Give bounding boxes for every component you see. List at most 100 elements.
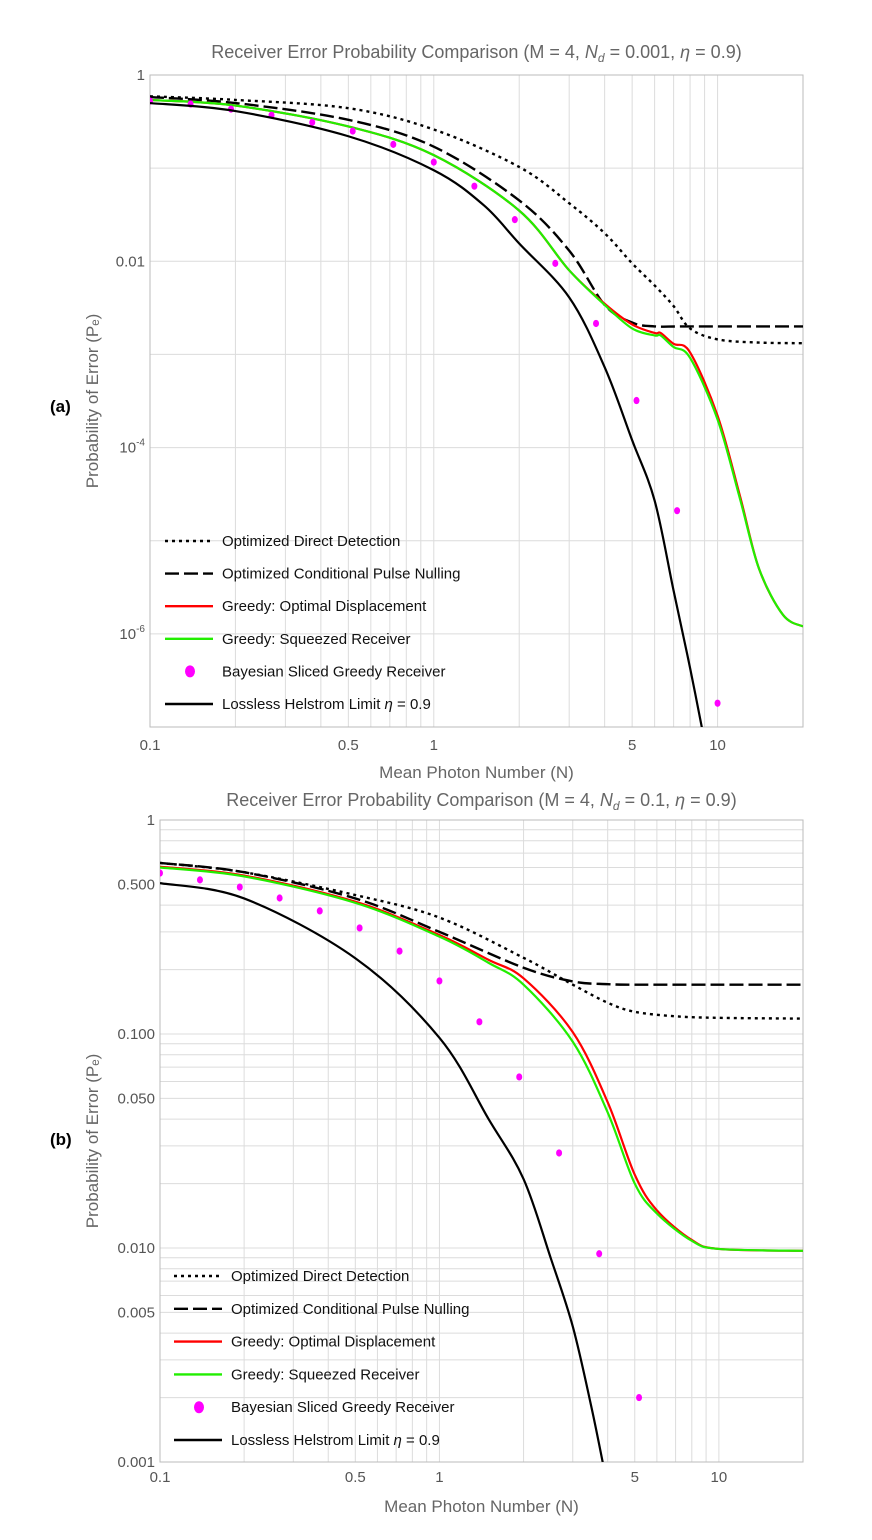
data-point-bayesian-sliced-greedy-receiver bbox=[349, 127, 356, 135]
grid bbox=[150, 75, 803, 727]
data-point-bayesian-sliced-greedy-receiver bbox=[633, 396, 640, 405]
chart-title: Receiver Error Probability Comparison (M… bbox=[211, 42, 741, 65]
legend-label: Bayesian Sliced Greedy Receiver bbox=[231, 1399, 454, 1416]
data-point-bayesian-sliced-greedy-receiver bbox=[356, 924, 363, 932]
x-tick-label: 0.1 bbox=[140, 737, 161, 754]
legend-item: Greedy: Optimal Displacement bbox=[174, 1334, 436, 1351]
title-nd-subscript: d bbox=[598, 51, 605, 65]
y-tick-base: 10 bbox=[119, 440, 136, 457]
data-point-bayesian-sliced-greedy-receiver bbox=[390, 140, 397, 148]
y-tick-exponent: -4 bbox=[136, 438, 145, 449]
y-tick-label: 0.050 bbox=[117, 1090, 155, 1107]
legend-label-prefix: Lossless Helstrom Limit bbox=[222, 696, 385, 713]
data-point-bayesian-sliced-greedy-receiver bbox=[511, 216, 518, 224]
x-tick-label: 0.5 bbox=[338, 737, 359, 754]
data-point-bayesian-sliced-greedy-receiver bbox=[476, 1018, 483, 1026]
y-tick-label: 1 bbox=[137, 67, 145, 84]
y-tick-base: 10 bbox=[119, 626, 136, 643]
data-point-bayesian-sliced-greedy-receiver bbox=[636, 1393, 643, 1402]
title-eta: η bbox=[675, 790, 685, 810]
data-point-bayesian-sliced-greedy-receiver bbox=[556, 1149, 563, 1157]
data-point-bayesian-sliced-greedy-receiver bbox=[714, 699, 721, 707]
y-tick-label: 0.01 bbox=[116, 253, 145, 270]
legend-swatch-point bbox=[194, 1401, 204, 1414]
legend-label-suffix: = 0.9 bbox=[402, 1432, 440, 1449]
y-axis-label: Probability of Error (Pₑ) bbox=[83, 1054, 102, 1228]
data-point-bayesian-sliced-greedy-receiver bbox=[593, 319, 600, 328]
y-tick-label: 10-6 bbox=[119, 624, 145, 643]
data-point-bayesian-sliced-greedy-receiver bbox=[552, 259, 559, 267]
x-tick-label: 10 bbox=[709, 737, 726, 754]
chart-title: Receiver Error Probability Comparison (M… bbox=[226, 790, 736, 813]
legend-label: Optimized Direct Detection bbox=[231, 1268, 409, 1285]
series-line-greedy-squeezed-receiver bbox=[160, 866, 803, 1252]
title-nd-value: = 0.001, bbox=[605, 42, 681, 62]
legend-label-prefix: Lossless Helstrom Limit bbox=[231, 1432, 394, 1449]
legend-label: Optimized Conditional Pulse Nulling bbox=[231, 1301, 469, 1318]
series-line-lossless-helstrom-limit-0-9 bbox=[150, 101, 703, 727]
x-tick-label: 1 bbox=[430, 737, 438, 754]
legend-item: Lossless Helstrom Limit η = 0.9 bbox=[165, 696, 431, 713]
legend-item: Greedy: Squeezed Receiver bbox=[174, 1366, 419, 1383]
x-tick-label: 5 bbox=[628, 737, 636, 754]
title-suffix: = 0.9) bbox=[690, 42, 742, 62]
series-line-optimized-direct-detection bbox=[150, 95, 803, 345]
chart-panel-b: 0.1 0.5 1 5 10 1 0.500 0.100 0.050 0.010 0.005 0.00… bbox=[50, 790, 804, 1516]
legend-item: Optimized Conditional Pulse Nulling bbox=[165, 566, 460, 583]
series-line-greedy-squeezed-receiver bbox=[150, 98, 803, 628]
x-tick-label: 0.5 bbox=[345, 1469, 366, 1486]
y-tick-label: 0.005 bbox=[117, 1304, 155, 1321]
legend-label: Lossless Helstrom Limit η = 0.9 bbox=[222, 696, 431, 713]
legend-item: Optimized Conditional Pulse Nulling bbox=[174, 1301, 469, 1318]
title-prefix: Receiver Error Probability Comparison (M… bbox=[211, 42, 585, 62]
legend-item: Greedy: Optimal Displacement bbox=[165, 598, 427, 615]
legend-item: Bayesian Sliced Greedy Receiver bbox=[185, 663, 445, 680]
plot-area bbox=[150, 95, 803, 727]
y-tick-label: 0.100 bbox=[117, 1026, 155, 1043]
legend-label: Greedy: Squeezed Receiver bbox=[231, 1366, 419, 1383]
legend-label: Lossless Helstrom Limit η = 0.9 bbox=[231, 1432, 440, 1449]
panel-label: (a) bbox=[50, 397, 71, 416]
data-point-bayesian-sliced-greedy-receiver bbox=[309, 118, 316, 126]
title-nd-symbol: N bbox=[600, 790, 614, 810]
legend-label: Optimized Conditional Pulse Nulling bbox=[222, 566, 460, 583]
data-point-bayesian-sliced-greedy-receiver bbox=[596, 1250, 603, 1258]
data-point-bayesian-sliced-greedy-receiver bbox=[516, 1073, 523, 1081]
x-tick-label: 0.1 bbox=[150, 1469, 171, 1486]
legend-item: Lossless Helstrom Limit η = 0.9 bbox=[174, 1432, 440, 1449]
grid bbox=[160, 820, 803, 1462]
title-prefix: Receiver Error Probability Comparison (M… bbox=[226, 790, 600, 810]
x-tick-label: 10 bbox=[711, 1469, 728, 1486]
legend-item: Greedy: Squeezed Receiver bbox=[165, 631, 410, 648]
legend-label: Bayesian Sliced Greedy Receiver bbox=[222, 663, 445, 680]
title-nd-value: = 0.1, bbox=[620, 790, 676, 810]
legend-label-suffix: = 0.9 bbox=[393, 696, 431, 713]
y-tick-label: 10-4 bbox=[119, 438, 145, 457]
plot-area bbox=[160, 861, 803, 1462]
legend-label: Optimized Direct Detection bbox=[222, 533, 400, 550]
legend-label-eta: η bbox=[385, 696, 393, 713]
series-line-lossless-helstrom-limit-0-9 bbox=[160, 882, 604, 1462]
data-point-bayesian-sliced-greedy-receiver bbox=[276, 894, 283, 902]
legend-label: Greedy: Squeezed Receiver bbox=[222, 631, 410, 648]
legend-item: Optimized Direct Detection bbox=[174, 1268, 409, 1285]
data-point-bayesian-sliced-greedy-receiver bbox=[436, 977, 443, 985]
plot-frame bbox=[159, 819, 804, 1463]
data-point-bayesian-sliced-greedy-receiver bbox=[430, 158, 437, 166]
x-tick-label: 1 bbox=[435, 1469, 443, 1486]
x-axis-label: Mean Photon Number (N) bbox=[384, 1497, 579, 1516]
legend-swatch-point bbox=[185, 665, 195, 678]
legend-label-eta: η bbox=[394, 1432, 402, 1449]
x-tick-label: 5 bbox=[631, 1469, 639, 1486]
y-tick-label: 1 bbox=[147, 812, 155, 829]
data-point-bayesian-sliced-greedy-receiver bbox=[396, 947, 403, 955]
data-point-bayesian-sliced-greedy-receiver bbox=[160, 869, 163, 877]
legend-label: Greedy: Optimal Displacement bbox=[231, 1334, 436, 1351]
data-point-bayesian-sliced-greedy-receiver bbox=[236, 883, 243, 891]
panel-label: (b) bbox=[50, 1130, 72, 1149]
y-tick-label: 0.010 bbox=[117, 1240, 155, 1257]
data-point-bayesian-sliced-greedy-receiver bbox=[471, 182, 478, 190]
series-line-optimized-conditional-pulse-nulling bbox=[160, 861, 803, 986]
